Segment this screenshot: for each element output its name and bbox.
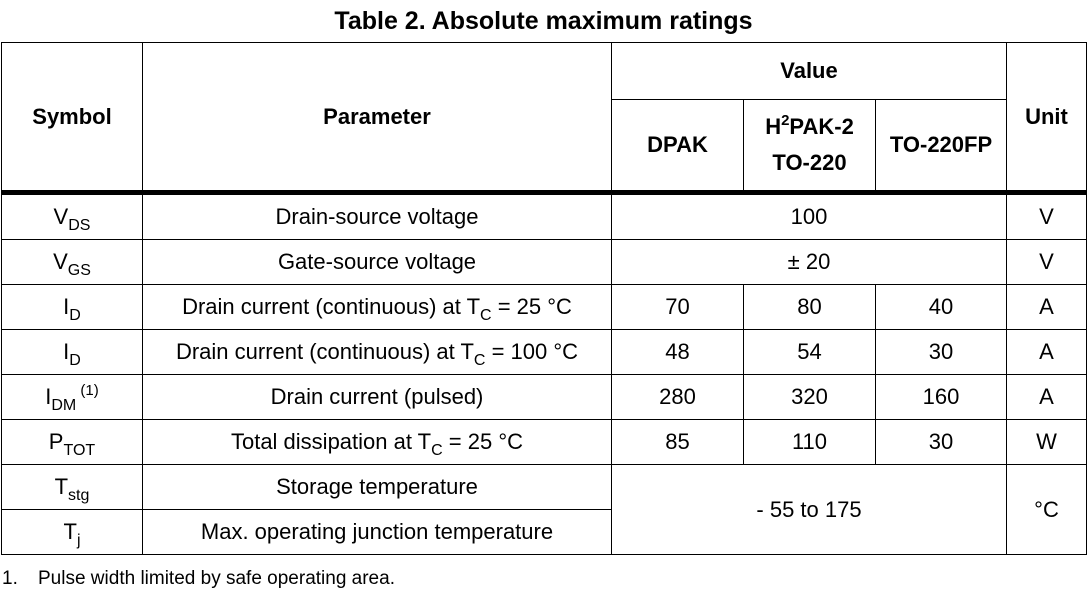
- unit-cell: A: [1006, 329, 1087, 375]
- table-row: PTOT Total dissipation at TC = 25 °C 85 …: [1, 419, 1087, 465]
- unit-cell: A: [1006, 374, 1087, 420]
- symbol-cell: VDS: [1, 192, 143, 240]
- h2pak-label: H2PAK-2: [765, 112, 854, 139]
- table-row: Tj Max. operating junction temperature: [1, 509, 1087, 555]
- unit-cell: A: [1006, 284, 1087, 330]
- header-parameter: Parameter: [142, 42, 612, 195]
- parameter-cell: Drain-source voltage: [142, 192, 612, 240]
- h2pak-value-cell: 320: [743, 374, 876, 420]
- symbol-cell: Tj: [1, 509, 143, 555]
- footnote-number: 1.: [2, 568, 18, 589]
- table-row: IDM (1) Drain current (pulsed) 280 320 1…: [1, 374, 1087, 420]
- footnote: 1. Pulse width limited by safe operating …: [2, 567, 395, 591]
- header-row: Symbol Parameter Value Unit: [1, 42, 1087, 195]
- h2pak-value-cell: 54: [743, 329, 876, 375]
- dpak-value-cell: 280: [611, 374, 744, 420]
- parameter-cell: Max. operating junction temperature: [142, 509, 612, 555]
- to220fp-value-cell: 40: [875, 284, 1007, 330]
- to220-label: TO-220: [772, 150, 847, 175]
- footnote-text: Pulse width limited by safe operating ar…: [38, 568, 395, 589]
- header-symbol: Symbol: [1, 42, 143, 195]
- symbol-cell: ID: [1, 329, 143, 375]
- unit-cell: V: [1006, 192, 1087, 240]
- symbol-cell: IDM (1): [1, 374, 143, 420]
- dpak-value-cell: 85: [611, 419, 744, 465]
- table-row: Tstg Storage temperature - 55 to 175 °C: [1, 464, 1087, 555]
- temperature-range-cell: - 55 to 175: [611, 464, 1007, 555]
- value-cell: ± 20: [611, 239, 1007, 285]
- value-cell: 100: [611, 192, 1007, 240]
- parameter-cell: Gate-source voltage: [142, 239, 612, 285]
- table-title: Table 2. Absolute maximum ratings: [334, 7, 753, 35]
- h2pak-value-cell: 80: [743, 284, 876, 330]
- header-to220fp: TO-220FP: [875, 99, 1007, 195]
- parameter-cell: Storage temperature: [142, 464, 612, 510]
- parameter-cell: Drain current (continuous) at TC = 25 °C: [142, 284, 612, 330]
- absolute-maximum-ratings-table: Symbol Parameter Value Unit DPAK H2PAK-2…: [1, 42, 1087, 555]
- header-dpak: DPAK: [611, 99, 744, 195]
- unit-cell: °C: [1006, 464, 1087, 555]
- symbol-cell: VGS: [1, 239, 143, 285]
- table-row: ID Drain current (continuous) at TC = 10…: [1, 329, 1087, 375]
- dpak-value-cell: 48: [611, 329, 744, 375]
- unit-cell: W: [1006, 419, 1087, 465]
- header-h2pak-to220: H2PAK-2 TO-220: [743, 99, 876, 195]
- parameter-cell: Drain current (pulsed): [142, 374, 612, 420]
- symbol-cell: PTOT: [1, 419, 143, 465]
- unit-cell: V: [1006, 239, 1087, 285]
- subheader-row: DPAK H2PAK-2 TO-220 TO-220FP: [2, 99, 1087, 195]
- symbol-cell: ID: [1, 284, 143, 330]
- dpak-value-cell: 70: [611, 284, 744, 330]
- table-row: ID Drain current (continuous) at TC = 25…: [1, 284, 1087, 330]
- parameter-cell: Drain current (continuous) at TC = 100 °…: [142, 329, 612, 375]
- header-unit: Unit: [1006, 42, 1087, 195]
- h2pak-value-cell: 110: [743, 419, 876, 465]
- parameter-cell: Total dissipation at TC = 25 °C: [142, 419, 612, 465]
- to220fp-value-cell: 30: [875, 329, 1007, 375]
- table-row: VGS Gate-source voltage ± 20 V: [1, 239, 1087, 285]
- table-row: VDS Drain-source voltage 100 V: [1, 192, 1087, 240]
- to220fp-value-cell: 160: [875, 374, 1007, 420]
- header-value: Value: [611, 42, 1007, 100]
- to220fp-value-cell: 30: [875, 419, 1007, 465]
- symbol-cell: Tstg: [1, 464, 143, 510]
- footnote-ref: (1): [76, 382, 99, 399]
